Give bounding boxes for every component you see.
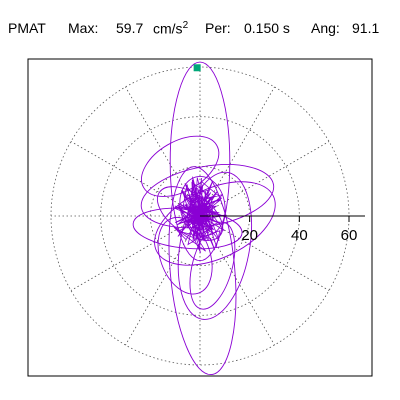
trace-loop	[169, 61, 231, 262]
chart-header: PMAT Max: 59.7 cm/s2 Per: 0.150 s Ang: 9…	[0, 0, 400, 56]
angular-gridline-30	[199, 141, 330, 217]
angular-gridline-60	[199, 86, 275, 217]
angular-gridline-210	[70, 215, 201, 291]
angular-gridline-120	[125, 86, 201, 217]
radial-tick-label-20: 20	[241, 227, 258, 244]
max-unit-exponent: 2	[182, 20, 189, 31]
radial-tick-label-60: 60	[341, 227, 358, 244]
station-code: PMAT	[8, 20, 46, 36]
trace-loop	[168, 166, 237, 376]
per-value: 0.150 s	[244, 20, 290, 36]
max-unit-base: cm/s	[153, 20, 183, 37]
ang-label: Ang:	[311, 20, 340, 36]
max-unit: cm/s2	[153, 20, 188, 37]
trace-loop	[157, 216, 213, 295]
max-marker-layer	[193, 64, 201, 72]
angular-gridline-330	[199, 215, 330, 291]
angular-gridline-150	[70, 141, 201, 217]
trace-loop	[177, 171, 252, 320]
trace-core-scribble	[173, 176, 227, 253]
ang-value: 91.1	[352, 20, 380, 36]
per-label: Per:	[205, 20, 231, 36]
radial-tick-label-40: 40	[291, 227, 308, 244]
max-point-marker	[193, 64, 201, 72]
trace-loop	[189, 221, 236, 310]
max-label: Max:	[68, 20, 99, 36]
radial-axis: 20 40 60	[200, 215, 365, 244]
angular-gridline-300	[199, 215, 275, 346]
plot-frame	[27, 58, 373, 377]
acceleration-trace	[132, 61, 276, 376]
max-value: 59.7	[116, 20, 144, 36]
